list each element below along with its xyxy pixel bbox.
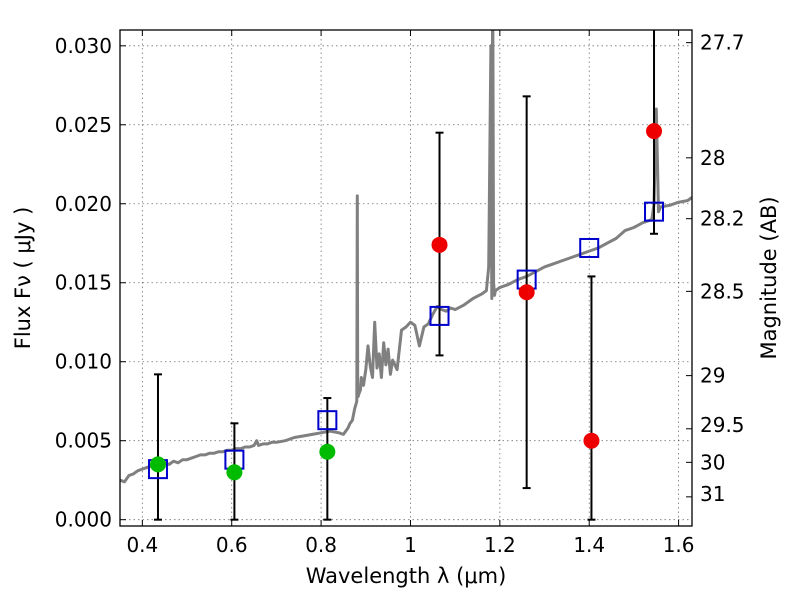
spectrum-series bbox=[120, 30, 692, 484]
right-tick-label: 28.2 bbox=[700, 207, 745, 231]
spectrum-line bbox=[120, 30, 692, 484]
x-tick-label: 0.6 bbox=[216, 533, 248, 557]
x-tick-label: 0.4 bbox=[126, 533, 158, 557]
detection-point bbox=[226, 464, 243, 481]
x-tick-label: 1.6 bbox=[663, 533, 695, 557]
y-axis-label: Flux Fν ( μJy ) bbox=[11, 207, 35, 350]
y-tick-label: 0.000 bbox=[55, 508, 112, 532]
x-tick-label: 1.2 bbox=[484, 533, 516, 557]
y-tick-label: 0.030 bbox=[55, 34, 112, 58]
grid bbox=[120, 30, 692, 526]
y-tick-label: 0.025 bbox=[55, 113, 112, 137]
right-tick-label: 29.5 bbox=[700, 413, 745, 437]
upper-limit-point bbox=[518, 284, 535, 301]
errorbars bbox=[153, 30, 659, 521]
upper-limit-point bbox=[583, 432, 600, 449]
y-tick-label: 0.020 bbox=[55, 192, 112, 216]
observed-photometry-series bbox=[149, 123, 663, 481]
y-tick-label: 0.015 bbox=[55, 271, 112, 295]
plot-frame bbox=[119, 29, 693, 527]
right-axis-label: Magnitude (AB) bbox=[757, 196, 781, 359]
model-photometry-square bbox=[579, 237, 600, 258]
right-tick-label: 28 bbox=[700, 146, 725, 170]
x-tick-label: 0.8 bbox=[305, 533, 337, 557]
detection-point bbox=[149, 456, 166, 473]
detection-point bbox=[319, 443, 336, 460]
right-tick-label: 27.7 bbox=[700, 31, 745, 55]
x-axis-label: Wavelength λ (μm) bbox=[306, 564, 507, 588]
x-tick-label: 1 bbox=[404, 533, 417, 557]
y-tick-label: 0.010 bbox=[55, 350, 112, 374]
model-photometry-square bbox=[317, 410, 338, 431]
right-tick-label: 30 bbox=[700, 450, 725, 474]
right-tick-label: 29 bbox=[700, 364, 725, 388]
y-tick-label: 0.005 bbox=[55, 429, 112, 453]
model-photometry-square bbox=[429, 305, 450, 326]
upper-limit-point bbox=[646, 123, 663, 140]
upper-limit-point bbox=[431, 236, 448, 253]
model-photometry-square bbox=[644, 201, 665, 222]
right-tick-label: 31 bbox=[700, 482, 725, 506]
model-photometry-series bbox=[147, 201, 665, 480]
x-tick-label: 1.4 bbox=[573, 533, 605, 557]
axis-ticks: 0.4 0.6 0.8 1 1.2 1.4 1.6 0.000 0.005 0.010 0.015 0… bbox=[55, 30, 745, 557]
right-tick-label: 28.5 bbox=[700, 279, 745, 303]
